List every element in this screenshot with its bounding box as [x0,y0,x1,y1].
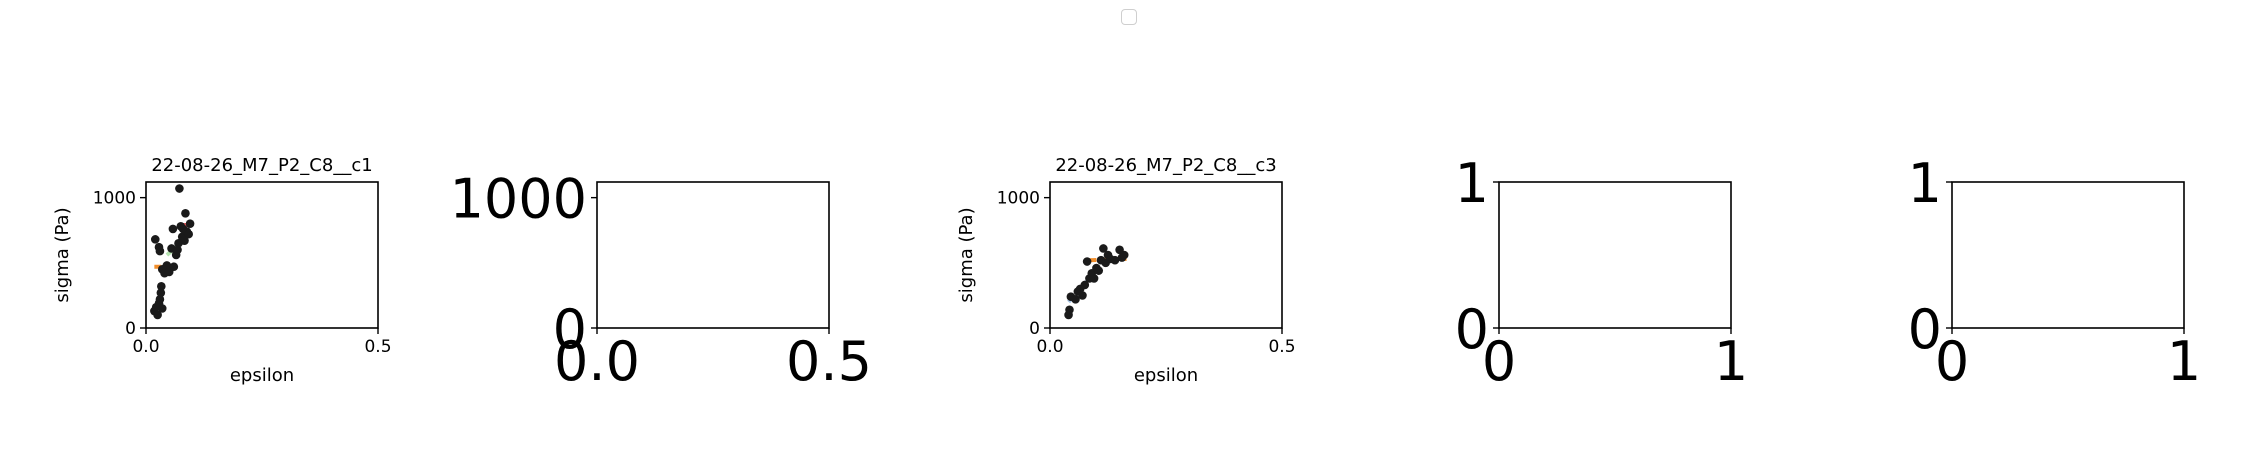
data-point [1099,244,1108,253]
data-point [157,304,167,313]
x-axis-label: epsilon [1134,365,1198,386]
data-point [1080,280,1090,290]
x-tick-label: 0 [1935,330,1969,393]
y-axis-label: sigma (Pa) [956,207,977,302]
y-axis-label: sigma (Pa) [52,207,73,302]
data-point [173,245,182,255]
data-point [181,208,190,218]
y-tick-label: 1000 [93,189,136,209]
y-tick-label: 1 [1908,152,1942,215]
data-point [168,224,178,234]
axes-frame [1049,181,1283,329]
data-point [153,310,162,320]
y-tick-label: 1000 [997,189,1040,209]
y-tick-label: 1000 [450,168,587,231]
data-point [155,246,165,256]
x-tick-label: 0.0 [554,330,640,393]
data-point [1119,250,1129,260]
y-tick-label: 0 [553,298,587,361]
x-tick-label: 0.0 [1036,337,1063,357]
y-tick-label: 0 [1455,298,1489,361]
chart-title: 22-08-26_M7_P2_C8__c1 [151,155,372,176]
data-point [1082,257,1092,266]
fit-segment [1089,256,1127,263]
data-point [1110,255,1120,265]
data-point [1071,295,1080,304]
data-point [175,184,184,193]
data-point [180,236,189,245]
chart-title: 22-08-26_M7_P2_C8__c3 [1055,155,1276,176]
y-tick-label: 0 [125,319,136,339]
data-point [1078,291,1087,300]
y-tick-label: 0 [1908,298,1942,361]
x-tick-label: 1 [2167,330,2201,393]
subplot-5: 0 1 0 1 [1908,152,2202,393]
data-point [156,288,166,298]
data-point [155,295,165,304]
data-point [150,235,160,244]
data-point [169,262,179,272]
x-tick-label: 1 [1714,330,1748,393]
data-point [184,229,193,239]
data-point [1089,274,1099,283]
x-tick-label: 0.5 [364,337,391,357]
y-tick-label: 0 [1029,319,1040,339]
subplot-2: 0.0 0.5 0 1000 [450,168,872,393]
x-tick-label: 0.5 [786,330,872,393]
data-point [157,281,166,291]
x-tick-label: 0 [1482,330,1516,393]
data-point [1065,305,1074,315]
x-tick-label: 0.0 [132,337,159,357]
y-tick-label: 1 [1455,152,1489,215]
x-tick-label: 0.5 [1268,337,1295,357]
axes-frame [1951,181,2185,329]
data-point [162,261,172,270]
axes-frame [596,181,830,329]
data-point [185,219,195,229]
x-axis-label: epsilon [230,365,294,386]
axes-frame [1498,181,1732,329]
data-point [1094,266,1104,275]
axes-frame [145,181,379,329]
legend-checkbox[interactable] [1121,9,1137,25]
subplot-4: 0 1 0 1 [1455,152,1749,393]
